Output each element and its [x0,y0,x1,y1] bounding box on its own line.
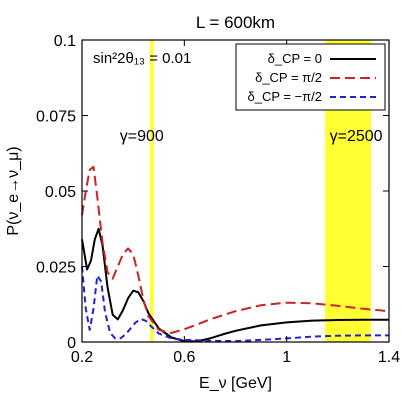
band-labels: γ=900 γ=2500 [120,128,383,145]
x-tick-label: 0.2 [71,349,93,366]
highlight-band-1 [149,40,154,342]
y-tick-label: 0.1 [54,33,76,50]
x-axis-label: E_ν [GeV] [199,375,272,392]
mixing-angle-annotation: sin²2θ₁₃ = 0.01 [93,50,191,67]
x-tick-label: 1.4 [378,349,400,366]
y-tick-label: 0.05 [45,184,76,201]
chart-title: L = 600km [196,13,275,32]
y-tick-label: 0 [67,335,76,352]
legend-label-1: δ_CP = 0 [268,51,322,66]
legend-label-3: δ_CP = −π/2 [247,89,322,104]
series-line-2 [81,165,390,334]
y-tick-label: 0.025 [36,260,76,277]
legend-label-2: δ_CP = π/2 [255,70,322,85]
legend: δ_CP = 0 δ_CP = π/2 δ_CP = −π/2 [235,43,386,111]
axis-ticks: 0.2 0.6 1 1.4 0 0.025 0.05 0.075 0.1 [36,33,400,366]
series-lines [81,165,390,343]
y-tick-label: 0.075 [36,109,76,126]
series-line-3 [81,266,389,343]
band-label-2: γ=2500 [330,128,383,145]
x-tick-label: 0.6 [173,349,195,366]
band-label-1: γ=900 [120,128,164,145]
x-tick-label: 1 [282,349,291,366]
y-axis-label: P(ν_e→ν_μ) [5,146,22,235]
